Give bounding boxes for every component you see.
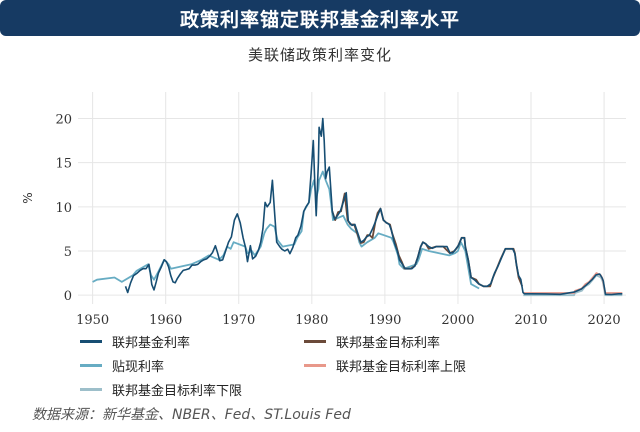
- y-axis-label: %: [21, 192, 35, 203]
- legend-swatch: [304, 363, 326, 367]
- x-tick-label: 2020: [588, 313, 621, 328]
- legend-label: 联邦基金目标利率: [336, 335, 441, 351]
- grid-lines: [78, 92, 626, 304]
- y-tick-label: 10: [55, 201, 72, 216]
- y-tick-label: 15: [55, 157, 72, 172]
- x-tick-label: 1990: [368, 313, 401, 328]
- x-tick-label: 2010: [514, 313, 547, 328]
- axis-ticks: 0 5 10 15 20 1950 1960 1970 1980 1990 2000 2010 2020: [55, 113, 620, 329]
- legend-swatch: [80, 363, 102, 367]
- legend-label: 联邦基金利率: [112, 335, 191, 351]
- legend-item: 贴现利率: [80, 356, 304, 375]
- y-tick-label: 20: [55, 113, 72, 128]
- legend-label: 贴现利率: [112, 359, 165, 375]
- legend-label: 联邦基金目标利率上限: [336, 359, 467, 375]
- legend-label: 联邦基金目标利率下限: [112, 383, 243, 399]
- x-tick-label: 2000: [441, 313, 474, 328]
- x-tick-label: 1970: [222, 313, 255, 328]
- legend-item: 联邦基金利率: [80, 332, 304, 351]
- legend-item: 联邦基金目标利率下限: [80, 380, 304, 399]
- x-tick-label: 1980: [295, 313, 328, 328]
- series-line-0: [124, 117, 623, 296]
- legend-swatch: [304, 339, 326, 343]
- data-source: 数据来源：新华基金、NBER、Fed、ST.Louis Fed: [32, 407, 351, 423]
- x-tick-label: 1950: [76, 313, 109, 328]
- legend-swatch: [80, 387, 102, 391]
- series-lines: [92, 117, 623, 297]
- legend-swatch: [80, 339, 102, 343]
- series-line-3: [523, 272, 623, 294]
- chart-legend: 联邦基金利率 联邦基金目标利率 贴现利率 联邦基金目标利率上限 联邦基金目标利率…: [80, 332, 620, 399]
- rate-chart: 0 5 10 15 20 1950 1960 1970 1980 1990 2000 2010 2020…: [21, 92, 626, 329]
- y-tick-label: 0: [64, 289, 72, 304]
- chart-title: 美联储政策利率变化: [247, 46, 392, 64]
- y-tick-label: 5: [64, 245, 72, 260]
- banner-title: 政策利率锚定联邦基金利率水平: [0, 0, 640, 36]
- x-tick-label: 1960: [149, 313, 182, 328]
- legend-item: 联邦基金目标利率上限: [304, 356, 604, 375]
- legend-item: 联邦基金目标利率: [304, 332, 604, 351]
